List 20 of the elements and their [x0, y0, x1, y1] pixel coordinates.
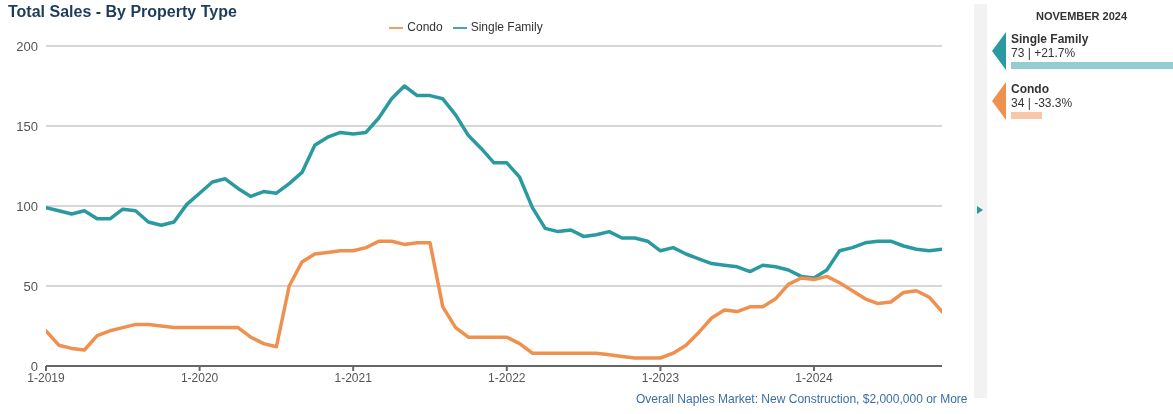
- legend-label: Condo: [407, 20, 443, 34]
- line-series: [46, 84, 942, 280]
- x-tick-label: 1-2024: [795, 370, 833, 385]
- x-tick-label: 1-2020: [180, 370, 219, 385]
- line-series: [46, 239, 942, 360]
- x-tick-label: 1-2021: [334, 370, 373, 385]
- text: Overall Naples Market: New Construction, $2,000,000 or More: [636, 392, 968, 406]
- y-tick-label: 50: [23, 278, 38, 294]
- legend-label: Single Family: [470, 20, 543, 34]
- text: Single Family: [1011, 32, 1089, 46]
- y-tick-label: 100: [16, 198, 38, 214]
- chart-title: Total Sales - By Property Type: [8, 3, 237, 21]
- y-tick-label: 200: [16, 38, 38, 54]
- text: NOVEMBER 2024: [1034, 10, 1129, 22]
- text: 73 | +21.7%: [1011, 46, 1076, 60]
- text: 34 | -33.3%: [1011, 96, 1073, 110]
- x-tick-label: 1-2023: [641, 370, 680, 385]
- x-tick-label: 1-2022: [488, 370, 526, 385]
- y-tick-label: 150: [16, 118, 38, 134]
- text: Condo: [1011, 82, 1049, 96]
